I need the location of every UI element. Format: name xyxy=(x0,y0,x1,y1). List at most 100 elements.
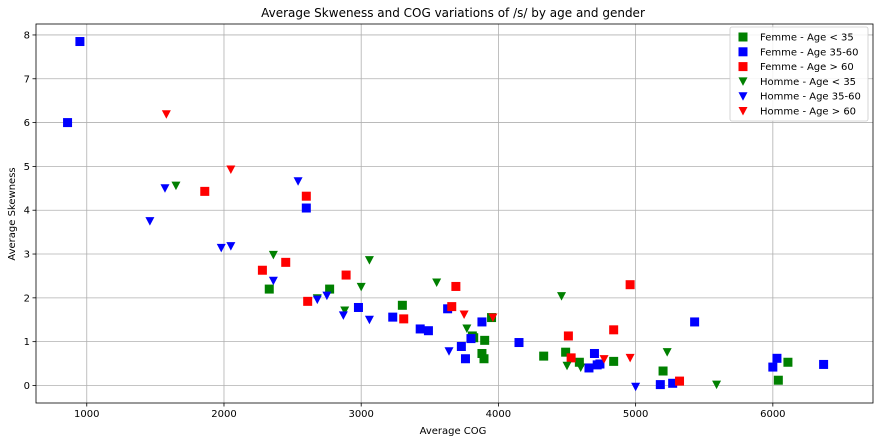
data-point xyxy=(341,270,351,280)
data-point xyxy=(325,284,335,294)
data-point xyxy=(364,315,374,325)
data-point xyxy=(423,326,433,336)
data-point xyxy=(562,361,572,371)
data-point xyxy=(631,382,641,392)
x-axis-label: Average COG xyxy=(420,426,487,437)
data-point xyxy=(477,317,487,327)
data-point xyxy=(655,380,665,390)
data-point xyxy=(293,177,303,186)
data-point xyxy=(462,324,472,334)
y-tick-label: 6 xyxy=(24,118,30,129)
data-point xyxy=(563,331,573,341)
data-point xyxy=(459,310,469,319)
data-point xyxy=(658,366,668,376)
data-point xyxy=(444,347,454,356)
data-point xyxy=(160,184,170,193)
y-axis-ticks: 0 1 2 3 4 5 6 7 8 xyxy=(24,30,36,392)
y-tick-label: 5 xyxy=(24,162,30,173)
data-point xyxy=(539,351,549,361)
data-point xyxy=(200,186,210,196)
data-point xyxy=(589,348,599,358)
data-point xyxy=(480,335,490,345)
y-tick-label: 4 xyxy=(24,206,30,217)
data-point xyxy=(171,181,181,191)
data-point xyxy=(399,314,409,324)
x-axis-ticks: 1000 2000 3000 4000 5000 6000 xyxy=(74,403,786,420)
legend-label: Femme - Age 35-60 xyxy=(760,47,859,58)
legend-label: Femme - Age > 60 xyxy=(760,62,854,73)
legend-marker xyxy=(738,47,748,57)
chart-title: Average Skweness and COG variations of /… xyxy=(261,6,645,20)
data-point xyxy=(561,347,571,357)
data-point xyxy=(451,281,461,291)
data-point xyxy=(63,118,73,128)
data-point xyxy=(574,357,584,367)
series-points xyxy=(145,177,641,392)
legend-marker xyxy=(738,32,748,42)
data-point xyxy=(609,325,619,335)
data-point xyxy=(216,243,226,253)
data-point xyxy=(625,280,635,290)
data-point xyxy=(145,217,155,226)
data-point xyxy=(161,110,171,119)
data-point xyxy=(566,353,576,363)
x-tick-label: 6000 xyxy=(760,409,785,420)
data-point xyxy=(690,317,700,327)
data-point xyxy=(584,363,594,373)
data-point xyxy=(576,363,586,373)
legend: Femme - Age < 35 Femme - Age 35-60 Femme -… xyxy=(729,26,869,122)
data-point xyxy=(783,357,793,367)
legend-marker xyxy=(738,77,748,86)
data-point xyxy=(625,353,635,363)
data-point xyxy=(712,380,722,390)
data-point xyxy=(466,334,476,344)
data-point xyxy=(773,375,783,385)
legend-marker xyxy=(738,107,748,116)
series-points xyxy=(264,284,793,385)
data-point xyxy=(488,313,498,323)
data-point xyxy=(819,359,829,369)
data-point xyxy=(353,302,363,312)
data-point xyxy=(364,256,374,265)
data-point xyxy=(460,354,470,364)
plot-frame xyxy=(35,23,874,404)
y-tick-label: 2 xyxy=(24,293,30,304)
legend-label: Homme - Age < 35 xyxy=(760,77,856,88)
y-axis-label: Average Skewness xyxy=(7,167,18,260)
series-points xyxy=(161,110,635,364)
legend-label: Femme - Age < 35 xyxy=(760,33,854,44)
x-tick-label: 1000 xyxy=(74,409,99,420)
data-point xyxy=(415,324,425,334)
legend-marker xyxy=(738,62,748,72)
data-point xyxy=(226,165,236,174)
x-tick-label: 4000 xyxy=(486,409,511,420)
y-tick-label: 7 xyxy=(24,74,30,85)
data-point xyxy=(447,302,457,312)
data-point xyxy=(301,191,311,201)
data-point xyxy=(668,378,678,388)
data-point xyxy=(599,355,609,364)
x-tick-label: 2000 xyxy=(211,409,236,420)
series-points xyxy=(200,186,685,386)
data-point xyxy=(662,348,672,357)
data-point xyxy=(356,282,366,292)
data-point xyxy=(456,341,466,351)
data-point xyxy=(268,250,278,260)
data-point xyxy=(477,348,487,358)
data-point xyxy=(609,356,619,366)
x-tick-label: 3000 xyxy=(348,409,373,420)
data-point xyxy=(675,376,685,386)
data-point xyxy=(768,362,778,372)
data-point xyxy=(514,338,524,348)
data-point xyxy=(268,276,278,286)
data-point xyxy=(557,292,567,301)
data-point xyxy=(340,306,350,316)
series-points xyxy=(63,37,829,390)
data-point xyxy=(312,295,322,305)
data-point xyxy=(772,353,782,363)
data-point xyxy=(397,300,407,310)
data-point xyxy=(432,278,442,288)
data-point xyxy=(257,265,267,275)
y-tick-label: 8 xyxy=(24,30,30,41)
